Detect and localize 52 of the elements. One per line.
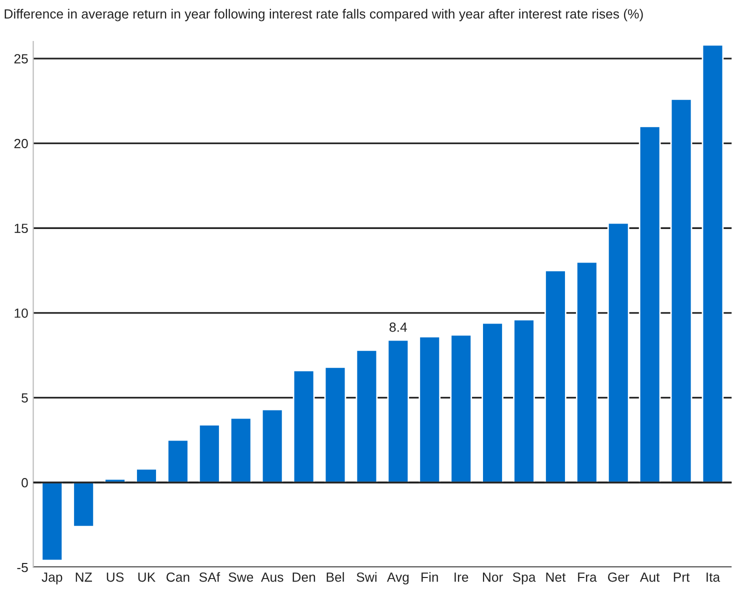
x-tick-label: Prt — [674, 572, 690, 582]
bar — [513, 318, 535, 484]
chart-title: Difference in average return in year following interest rate falls compared with year after interest rate rises (%) — [4, 8, 643, 22]
bar — [136, 468, 158, 484]
x-tick-label: Bel — [326, 572, 344, 582]
x-tick-label: Aut — [640, 572, 660, 582]
x-tick-label: UK — [138, 572, 156, 582]
bar — [670, 98, 692, 484]
bar — [544, 270, 566, 484]
bar — [387, 339, 410, 484]
x-tick-label: Avg — [386, 572, 409, 584]
y-tick-label: 15 — [14, 224, 28, 234]
x-tick-label: Nor — [482, 572, 503, 582]
y-tick-label: 20 — [14, 138, 28, 148]
bar — [702, 44, 724, 484]
x-tick-label: Jap — [42, 572, 62, 584]
bar — [324, 366, 346, 484]
bar — [482, 322, 504, 484]
bar — [230, 417, 252, 484]
bar — [638, 126, 661, 484]
bar — [607, 222, 630, 484]
bar — [292, 370, 315, 484]
x-tick-label: Swi — [356, 572, 376, 582]
bar — [418, 336, 441, 484]
x-tick-label: Den — [292, 572, 316, 582]
annotation: 8.4 — [390, 322, 407, 332]
y-tick-label: 10 — [14, 308, 28, 318]
y-tick-label: 0 — [22, 478, 28, 488]
bar — [356, 350, 378, 484]
x-tick-label: Can — [166, 572, 190, 582]
bar — [450, 334, 472, 484]
bar — [41, 482, 64, 562]
x-tick-label: Net — [546, 572, 566, 582]
bar — [261, 408, 284, 484]
bar — [576, 261, 598, 484]
x-tick-label: Ger — [608, 572, 630, 582]
y-tick-label: 5 — [22, 393, 28, 403]
x-tick-label: Swe — [228, 572, 254, 582]
x-tick-label: US — [106, 572, 124, 582]
bar — [167, 439, 189, 484]
y-tick-label: -5 — [17, 562, 28, 572]
x-tick-label: Fra — [578, 572, 597, 582]
x-tick-label: NZ — [76, 572, 92, 582]
x-tick-label: SAf — [199, 572, 220, 582]
y-tick-label: 25 — [14, 54, 28, 64]
x-tick-label: Ire — [454, 572, 468, 582]
x-tick-label: Ita — [706, 572, 720, 582]
x-tick-label: Spa — [512, 572, 536, 584]
x-tick-label: Aus — [260, 572, 284, 582]
bar — [72, 482, 95, 528]
bar — [198, 424, 220, 484]
x-tick-label: Fin — [422, 572, 438, 582]
